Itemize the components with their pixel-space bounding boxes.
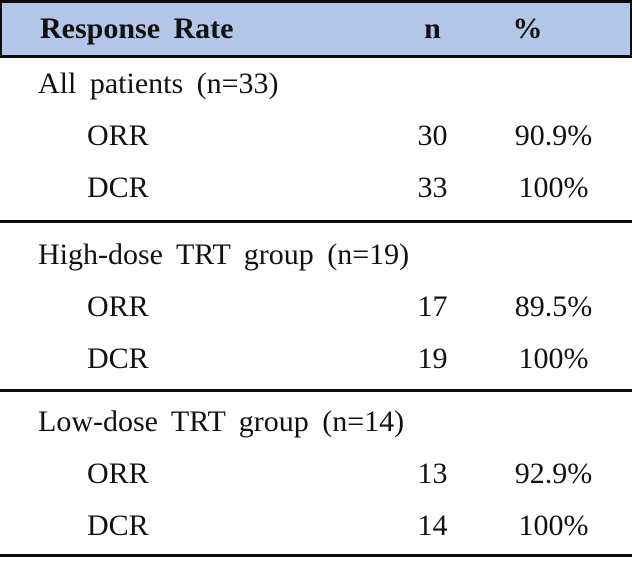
section-all-patients: All patients (n=33) ORR 30 90.9% DCR 33 … [0,58,632,223]
column-header-response-rate: Response Rate [40,12,234,45]
row-label-dcr: DCR [87,509,149,542]
row-percent-value: 100% [518,509,589,542]
row-percent-value: 100% [518,171,589,204]
row-n-value: 19 [417,342,448,375]
row-n-value: 13 [417,457,448,490]
table-header-row: Response Rate n % [0,0,632,58]
row-n-value: 14 [417,509,448,542]
table-row-orr: ORR 30 90.9% [0,110,632,162]
row-percent-value: 90.9% [514,119,593,152]
row-label-dcr: DCR [87,342,149,375]
table-row-dcr: DCR 14 100% [0,500,632,552]
row-n-value: 30 [417,119,448,152]
row-n-value: 33 [417,171,448,204]
row-label-dcr: DCR [87,171,149,204]
table-row-dcr: DCR 19 100% [0,333,632,385]
section-low-dose-trt: Low-dose TRT group (n=14) ORR 13 92.9% D… [0,392,632,557]
column-header-percent: % [512,12,543,45]
row-label-orr: ORR [87,290,149,323]
row-label-orr: ORR [87,457,149,490]
column-header-n: n [424,12,441,45]
row-percent-value: 92.9% [514,457,593,490]
row-label-orr: ORR [87,119,149,152]
section-label-high-dose: High-dose TRT group (n=19) [38,238,410,271]
row-n-value: 17 [417,290,448,323]
table-row-orr: ORR 17 89.5% [0,281,632,333]
section-label-all-patients: All patients (n=33) [38,67,279,100]
table-row-orr: ORR 13 92.9% [0,448,632,500]
row-percent-value: 100% [518,342,589,375]
row-percent-value: 89.5% [514,290,593,323]
section-label-low-dose: Low-dose TRT group (n=14) [38,405,405,438]
section-high-dose-trt: High-dose TRT group (n=19) ORR 17 89.5% … [0,223,632,392]
table-row-dcr: DCR 33 100% [0,162,632,214]
